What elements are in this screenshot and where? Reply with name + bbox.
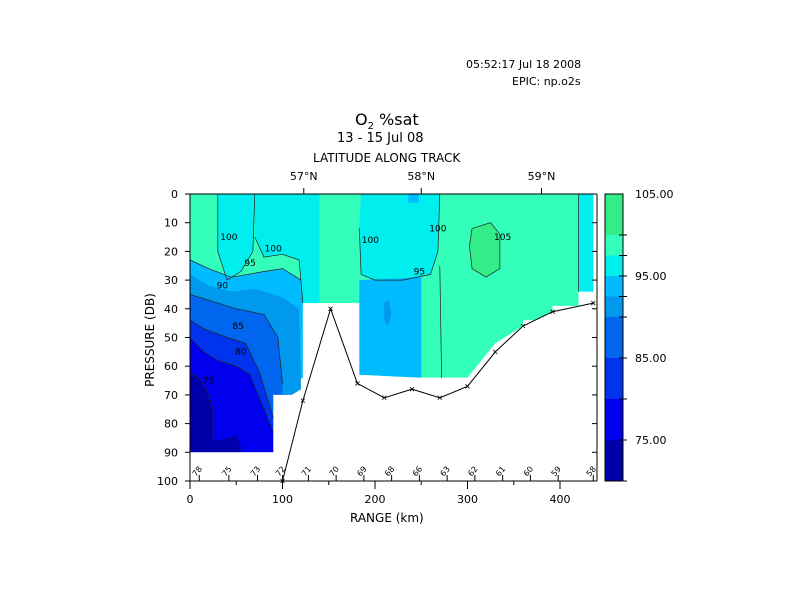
contour-label-8: 85 <box>232 322 243 332</box>
contour-line-1 <box>254 236 304 304</box>
title-subscript: 2 <box>367 121 374 133</box>
bottom-point-6 <box>437 395 443 401</box>
x-tick-label-0: 0 <box>187 493 194 506</box>
contour-line-9 <box>439 265 442 378</box>
colorbar-swatch-5 <box>605 317 623 358</box>
bottom-point-2 <box>328 306 333 312</box>
contour-label-9: 80 <box>235 348 247 358</box>
colorbar-label-3: 75.00 <box>635 434 667 447</box>
x-tick-label-3: 300 <box>457 493 478 506</box>
timestamp-label: 05:52:17 Jul 18 2008 <box>466 58 582 71</box>
contour-label-7: 90 <box>217 282 229 292</box>
y-tick-label-6: 60 <box>164 360 178 373</box>
bottom-point-1 <box>300 398 306 403</box>
y-tick-label-4: 40 <box>164 303 178 316</box>
epic-label: EPIC: np.o2s <box>512 75 581 88</box>
colorbar-swatch-8 <box>605 440 623 481</box>
colorbar-swatch-3 <box>605 276 623 297</box>
colorbar-frame <box>604 193 624 482</box>
y-tick-label-7: 70 <box>164 389 178 402</box>
y-tick-label-9: 90 <box>164 446 178 459</box>
contour-line-3 <box>469 222 501 278</box>
contour-line-6 <box>189 320 274 419</box>
contour-label-3: 100 <box>429 224 446 234</box>
contour-band-15 <box>190 435 241 453</box>
contour-label-10: 75 <box>203 376 214 386</box>
colorbar-label-1: 95.00 <box>635 270 667 283</box>
top-tick-label-1: 58°N <box>407 170 435 183</box>
contour-line-4 <box>189 259 302 281</box>
top-tick-label-0: 57°N <box>290 170 318 183</box>
colorbar: 105.00 95.00 85.00 75.00 <box>604 188 674 482</box>
contour-band-8 <box>408 194 419 203</box>
x-axis-label: RANGE (km) <box>350 511 424 525</box>
contour-band-10 <box>384 300 392 326</box>
contour-field <box>190 194 594 481</box>
contour-label-4: 105 <box>494 233 511 243</box>
bottom-point-8 <box>492 349 498 355</box>
bottom-profile <box>280 300 596 484</box>
bottom-point-7 <box>465 384 470 389</box>
contour-line-2 <box>358 193 441 281</box>
colorbar-swatch-4 <box>605 296 623 317</box>
data-gap-mask-5 <box>421 303 594 481</box>
bottom-point-5 <box>409 386 415 392</box>
bottom-point-11 <box>591 300 596 306</box>
contour-label-6: 95 <box>414 267 425 277</box>
contour-line-0 <box>217 193 256 281</box>
y-tick-label-1: 10 <box>164 217 178 230</box>
contour-band-14 <box>190 371 214 453</box>
contour-band-7 <box>359 277 422 378</box>
contour-label-0: 100 <box>220 233 237 243</box>
contour-band-3 <box>359 194 440 281</box>
bottom-point-9 <box>520 323 526 329</box>
contour-label-1: 100 <box>265 244 282 254</box>
bottom-point-4 <box>381 395 387 401</box>
top-tick-label-2: 59°N <box>528 170 556 183</box>
x-tick-label-1: 100 <box>272 493 293 506</box>
y-tick-label-10: 100 <box>157 475 178 488</box>
contour-band-2 <box>254 194 320 304</box>
colorbar-swatch-1 <box>605 235 623 256</box>
colorbar-swatch-7 <box>605 399 623 440</box>
x-tick-label-2: 200 <box>365 493 386 506</box>
contour-band-5 <box>469 222 500 278</box>
bottom-point-3 <box>355 381 360 386</box>
title-main: O <box>355 110 368 129</box>
data-gap-mask-2 <box>190 452 283 481</box>
y-tick-label-3: 30 <box>164 274 178 287</box>
contour-line-5 <box>189 294 283 384</box>
data-gap-mask-3 <box>302 303 360 481</box>
colorbar-swatch-0 <box>605 194 623 235</box>
y-tick-label-2: 20 <box>164 245 178 258</box>
bottom-line <box>282 302 594 482</box>
colorbar-swatch-2 <box>605 255 623 276</box>
title-rest: %sat <box>373 110 419 129</box>
contour-line-8 <box>189 371 214 441</box>
y-tick-label-0: 0 <box>171 188 178 201</box>
contour-lines: 100 100 100 100 105 95 95 90 85 80 75 <box>189 193 579 441</box>
chart-title: O2 %sat <box>355 110 419 132</box>
plot-axes: 0 10 20 30 40 50 60 70 80 90 100 0 100 200 300 400 57°N 5… <box>157 170 598 506</box>
top-axis-title: LATITUDE ALONG TRACK <box>313 151 461 165</box>
contour-label-5: 95 <box>244 259 255 269</box>
colorbar-swatch-6 <box>605 358 623 399</box>
y-tick-label-8: 80 <box>164 418 178 431</box>
bottom-point-10 <box>550 309 555 314</box>
x-tick-label-4: 400 <box>550 493 571 506</box>
y-tick-label-5: 50 <box>164 332 178 345</box>
colorbar-label-2: 85.00 <box>635 352 667 365</box>
contour-band-4 <box>578 194 594 292</box>
contour-band-1 <box>217 194 255 281</box>
contour-line-7 <box>189 337 274 433</box>
colorbar-label-0: 105.00 <box>635 188 674 201</box>
chart-subtitle: 13 - 15 Jul 08 <box>337 131 424 146</box>
data-gap-mask-4 <box>359 374 422 481</box>
contour-label-2: 100 <box>362 236 379 246</box>
